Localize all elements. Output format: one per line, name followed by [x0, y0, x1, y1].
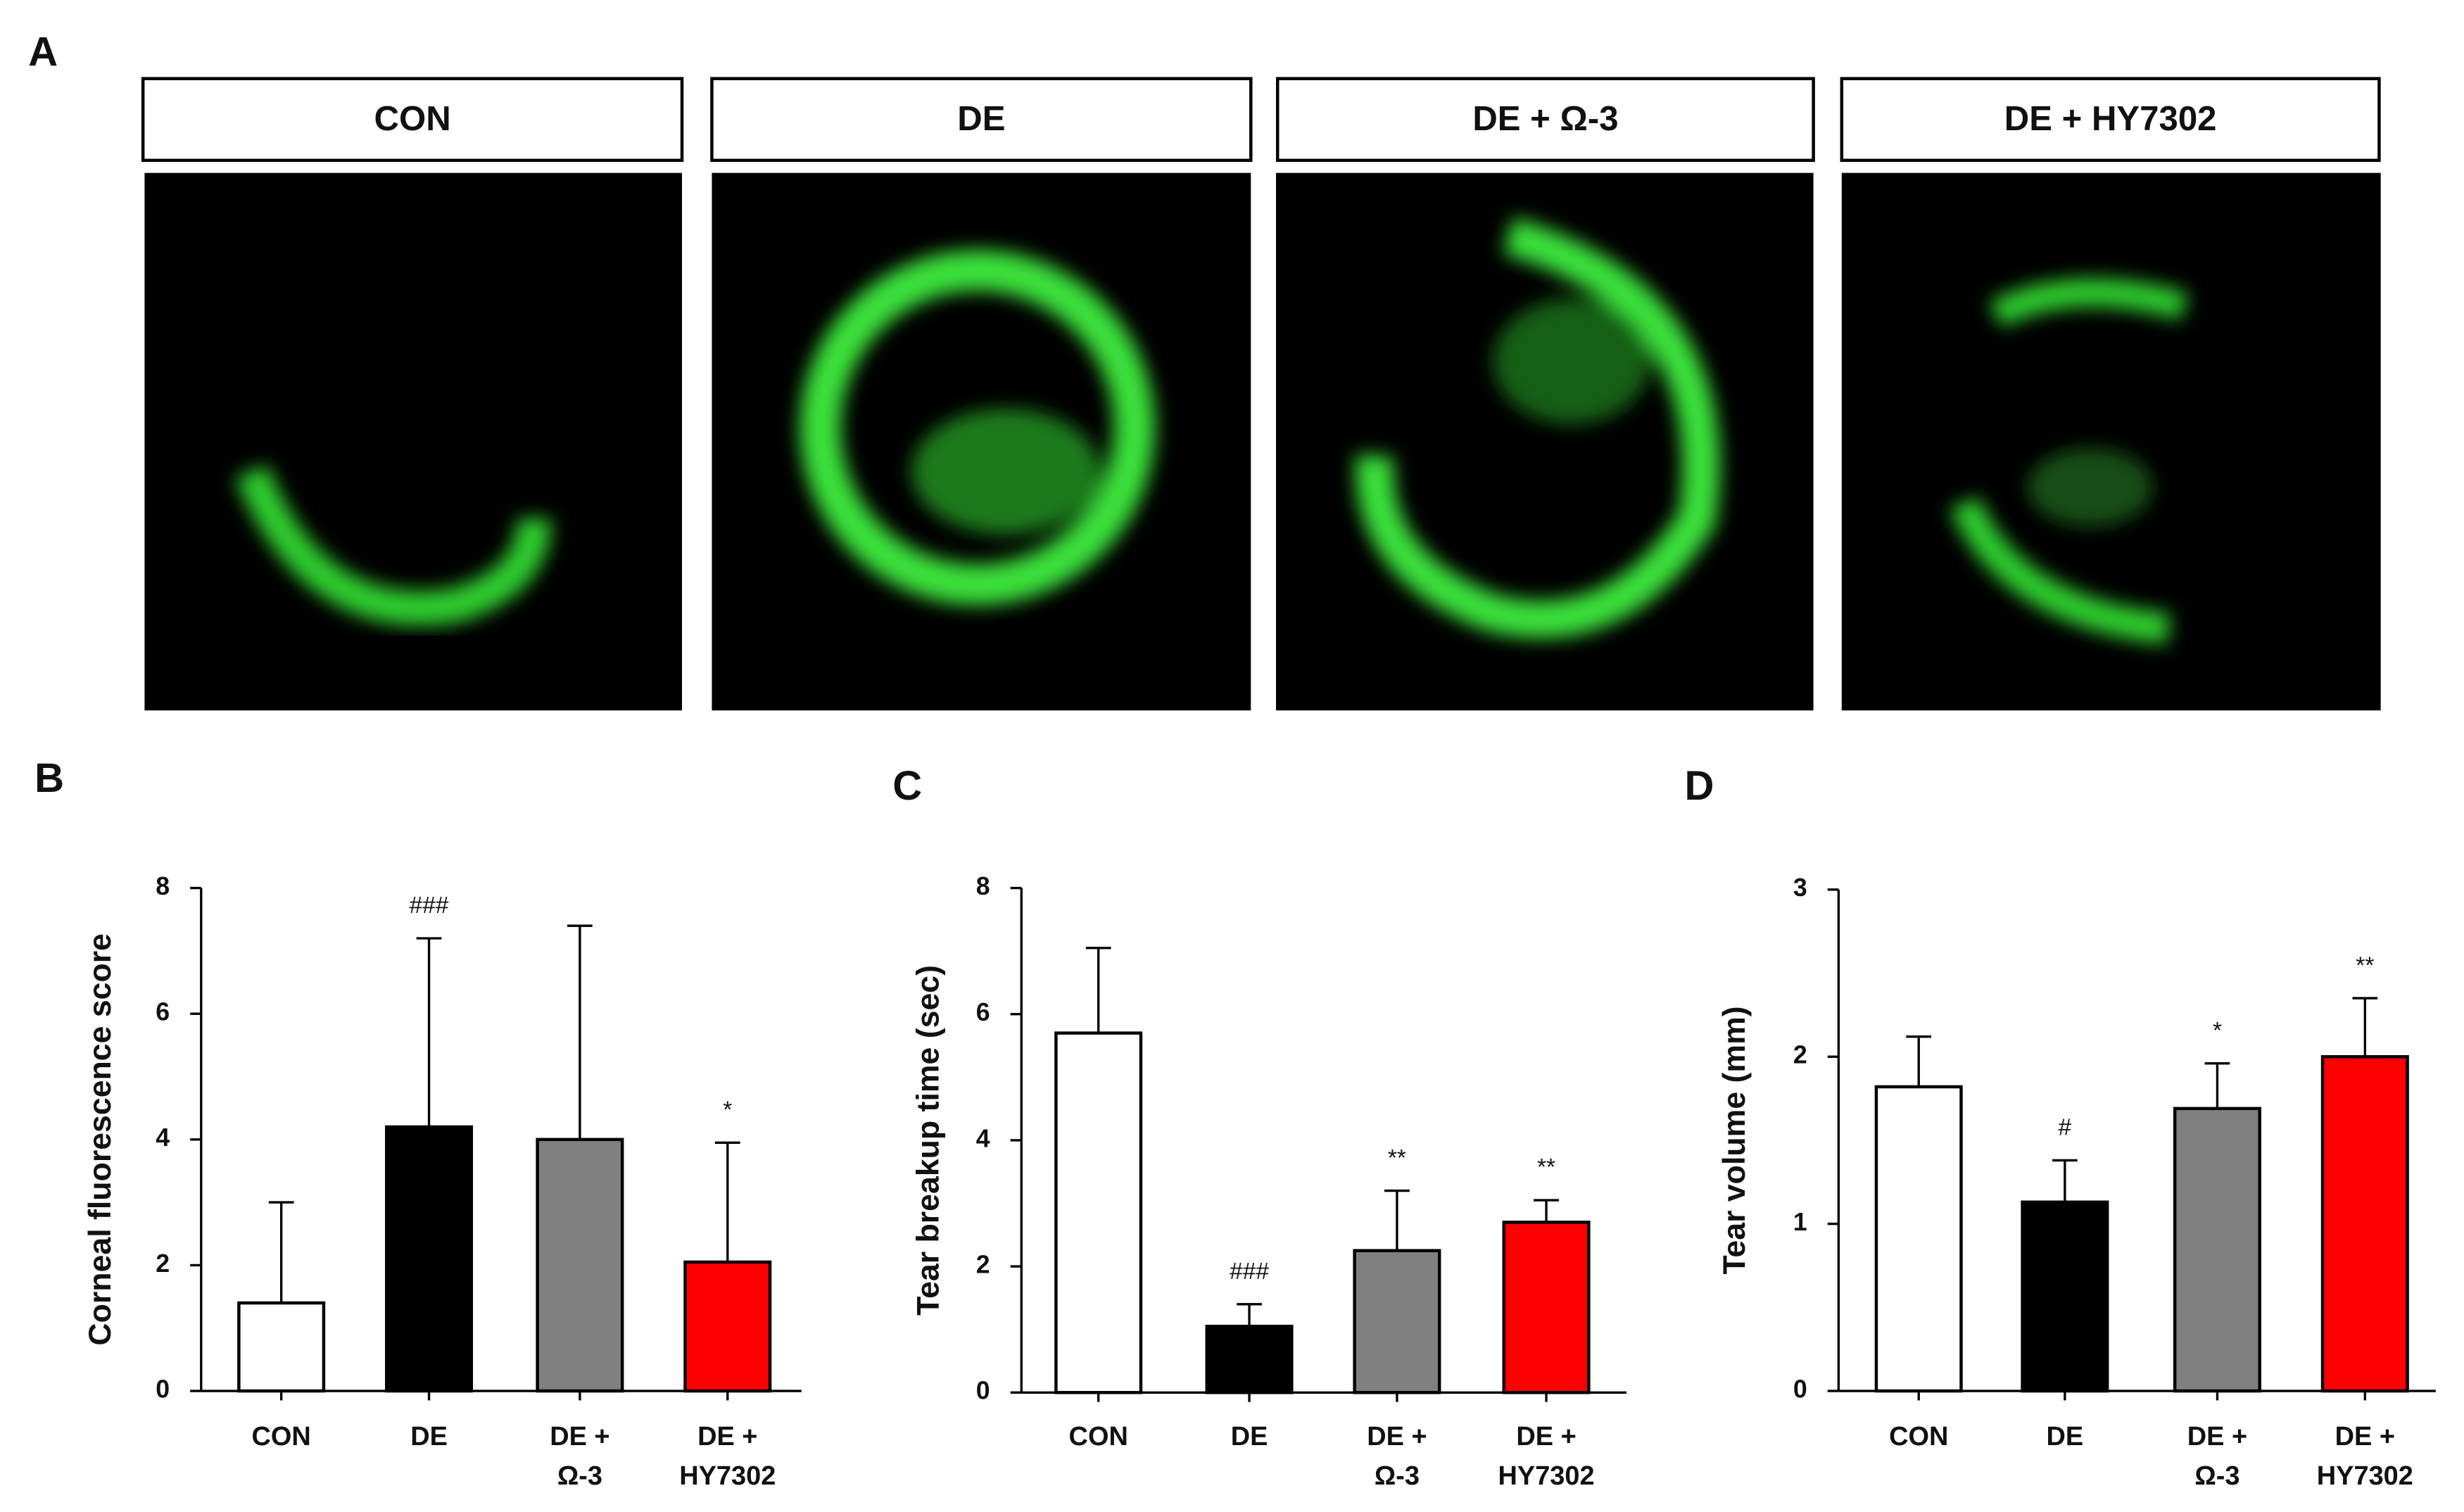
x-tick-label: CON [1069, 1422, 1128, 1451]
y-tick-label: 0 [976, 1377, 990, 1405]
x-tick-label: DE [1231, 1422, 1268, 1451]
significance: * [723, 1097, 732, 1123]
panel-title: DE [957, 100, 1005, 138]
panel-label: C [892, 763, 922, 809]
y-tick-label: 8 [156, 872, 170, 900]
bar [1874, 1085, 1963, 1393]
y-tick-label: 6 [156, 998, 170, 1026]
x-tick-label: CON [1889, 1422, 1948, 1451]
y-tick-label: 2 [976, 1251, 990, 1279]
bar [2173, 1107, 2261, 1393]
x-tick-label: DE + [1516, 1422, 1576, 1451]
significance: ** [1388, 1145, 1406, 1171]
significance: ### [1230, 1259, 1269, 1285]
significance: # [2059, 1115, 2072, 1141]
x-tick-label: DE + [1367, 1422, 1427, 1451]
title-box [1840, 77, 2381, 163]
y-tick-label: 1 [1793, 1208, 1807, 1236]
y-tick-label: 2 [1793, 1041, 1807, 1069]
y-axis-label: Tear volume (mm) [1717, 1006, 1752, 1274]
bar [536, 1138, 624, 1393]
x-tick-label: Ω-3 [2194, 1461, 2239, 1491]
bar [683, 1260, 772, 1393]
panel-title: DE + HY7302 [2004, 100, 2217, 138]
title-box [1276, 77, 1815, 163]
panel-title: CON [374, 100, 451, 138]
x-tick-label: HY7302 [1498, 1461, 1595, 1491]
x-tick-label: HY7302 [2317, 1461, 2413, 1491]
y-tick-label: 8 [976, 872, 990, 900]
bar [1054, 1031, 1143, 1394]
x-tick-label: DE + [2187, 1422, 2247, 1451]
x-tick-label: Ω-3 [557, 1461, 602, 1491]
x-tick-label: DE + [550, 1422, 609, 1451]
y-tick-label: 4 [976, 1124, 990, 1152]
y-tick-label: 3 [1793, 874, 1807, 902]
bar [2021, 1200, 2109, 1393]
panel-label: B [34, 755, 64, 801]
x-tick-label: DE [410, 1422, 448, 1451]
micrographs [144, 172, 2381, 711]
y-tick-label: 6 [976, 998, 990, 1026]
bar [237, 1301, 326, 1393]
title-box [141, 77, 684, 163]
x-tick-label: CON [252, 1422, 311, 1451]
bar [2320, 1054, 2409, 1393]
y-axis-label: Corneal fluorescence score [83, 933, 118, 1346]
bar [1205, 1324, 1294, 1394]
y-tick-label: 0 [1793, 1375, 1807, 1403]
panel-label: A [28, 30, 58, 75]
y-axis-label: Tear breakup time (sec) [911, 965, 946, 1316]
micrograph [144, 172, 683, 711]
x-tick-label: DE + [697, 1422, 757, 1451]
x-tick-label: Ω-3 [1375, 1461, 1420, 1491]
significance: * [2213, 1018, 2222, 1044]
bar [1502, 1221, 1591, 1394]
x-tick-label: DE + [2335, 1422, 2395, 1451]
bar [385, 1125, 474, 1393]
bar [1353, 1249, 1441, 1394]
y-tick-label: 0 [156, 1375, 170, 1403]
panel-label: D [1685, 763, 1714, 809]
x-tick-label: DE [2047, 1422, 2084, 1451]
title-box [710, 77, 1253, 163]
significance: ** [2356, 952, 2374, 978]
x-tick-label: HY7302 [679, 1461, 776, 1491]
significance: ### [410, 893, 449, 919]
y-tick-label: 2 [156, 1249, 170, 1278]
significance: ** [1537, 1154, 1555, 1180]
y-tick-label: 4 [156, 1123, 170, 1152]
panel-title: DE + Ω-3 [1472, 100, 1618, 138]
